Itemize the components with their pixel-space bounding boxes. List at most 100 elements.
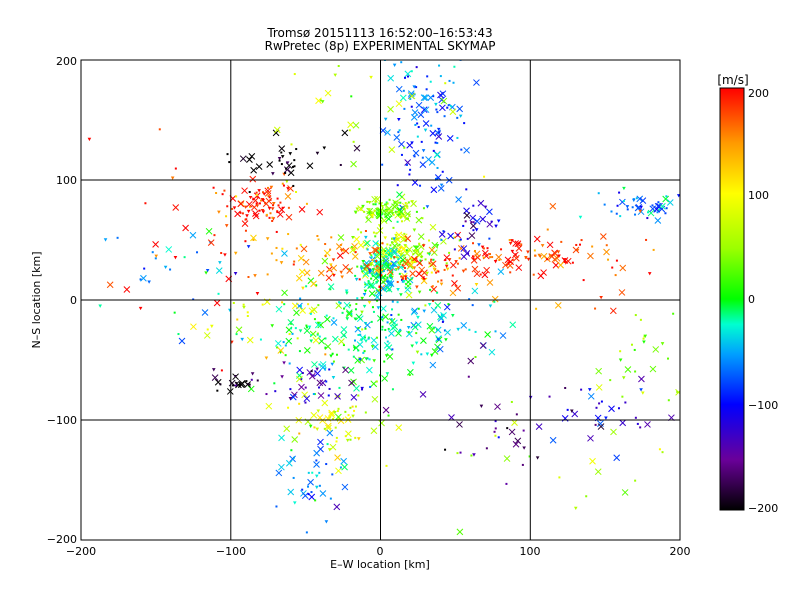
data-point-dot — [522, 429, 525, 432]
data-point-dot — [367, 280, 370, 283]
data-point-cross — [416, 259, 423, 267]
data-point-dot — [281, 206, 284, 209]
data-point-cross — [351, 253, 359, 260]
data-point-triangle — [355, 207, 360, 211]
data-point-triangle — [385, 372, 390, 376]
data-point-triangle — [218, 261, 222, 265]
data-point-cross — [235, 381, 242, 389]
data-point-triangle — [332, 273, 336, 278]
data-point-dot — [437, 270, 440, 273]
data-point-triangle — [309, 339, 314, 343]
data-point-dot — [426, 252, 429, 255]
data-point-cross — [514, 437, 522, 445]
data-point-cross — [386, 353, 394, 360]
data-point-cross — [278, 206, 286, 214]
data-point-dot — [271, 216, 274, 219]
data-point-dot — [376, 242, 379, 245]
data-point-dot — [361, 388, 364, 391]
data-point-triangle — [403, 275, 408, 279]
data-point-triangle — [255, 204, 260, 208]
data-point-cross — [473, 79, 480, 86]
data-point-cross — [291, 391, 298, 399]
data-point-dot — [277, 204, 280, 207]
data-point-triangle — [217, 210, 221, 214]
data-point-dot — [520, 243, 523, 246]
data-point-triangle — [329, 354, 333, 358]
data-point-triangle — [604, 416, 608, 420]
data-point-dot — [281, 182, 284, 185]
colorbar-tick-label: 100 — [748, 189, 769, 202]
data-point-cross — [291, 436, 299, 443]
data-point-cross — [422, 94, 429, 102]
data-point-triangle — [392, 237, 397, 241]
data-point-cross — [331, 335, 339, 343]
data-point-triangle — [376, 306, 381, 310]
data-point-dot — [381, 316, 384, 319]
data-point-dot — [364, 327, 367, 330]
data-point-dot — [431, 285, 434, 288]
data-point-triangle — [472, 453, 476, 457]
data-point-dot — [255, 202, 258, 205]
data-point-cross — [372, 247, 380, 254]
data-point-triangle — [271, 172, 275, 176]
data-point-cross — [608, 405, 615, 413]
data-point-dot — [324, 347, 327, 350]
data-point-dot — [406, 75, 409, 78]
data-point-dot — [325, 380, 328, 383]
data-point-dot — [354, 308, 357, 311]
data-point-triangle — [397, 117, 401, 122]
data-point-dot — [391, 271, 394, 274]
data-point-cross — [246, 336, 254, 344]
data-point-triangle — [367, 208, 371, 212]
data-point-dot — [425, 88, 428, 91]
data-point-cross — [463, 250, 471, 257]
data-point-dot — [440, 279, 443, 282]
data-point-dot — [270, 252, 273, 255]
data-point-dot — [444, 82, 447, 85]
data-point-dot — [615, 212, 618, 215]
data-point-triangle — [423, 128, 428, 132]
data-point-cross — [434, 326, 442, 334]
data-point-cross — [353, 385, 360, 392]
data-point-dot — [316, 332, 319, 335]
data-point-dot — [564, 386, 567, 389]
data-point-dot — [381, 163, 384, 166]
data-point-dot — [328, 269, 331, 272]
data-point-dot — [354, 251, 357, 254]
data-point-dot — [491, 256, 494, 259]
data-point-triangle — [447, 258, 452, 262]
data-point-dot — [432, 299, 435, 302]
data-point-triangle — [415, 285, 419, 289]
data-point-cross — [245, 200, 253, 208]
data-point-triangle — [436, 127, 441, 132]
data-point-cross — [388, 330, 395, 337]
data-point-cross — [297, 254, 305, 262]
data-point-cross — [440, 97, 448, 105]
data-point-dot — [401, 277, 404, 280]
data-point-cross — [426, 322, 434, 330]
data-point-dot — [268, 216, 271, 219]
data-point-dot — [351, 405, 354, 408]
data-point-dot — [403, 146, 406, 149]
data-point-cross — [429, 361, 437, 369]
data-point-triangle — [267, 206, 272, 211]
data-point-triangle — [422, 309, 427, 313]
data-point-cross — [396, 191, 403, 199]
data-point-dot — [350, 245, 353, 248]
data-point-dot — [357, 394, 360, 397]
data-point-dot — [288, 362, 291, 365]
data-point-triangle — [315, 485, 319, 490]
data-point-dot — [646, 217, 649, 220]
data-point-dot — [413, 155, 416, 158]
data-point-cross — [203, 332, 211, 339]
data-point-dot — [372, 231, 375, 234]
data-point-dot — [474, 355, 477, 358]
data-point-dot — [459, 451, 462, 454]
data-point-cross — [406, 330, 413, 338]
data-point-triangle — [173, 256, 178, 260]
data-point-triangle — [364, 235, 368, 240]
data-point-dot — [376, 299, 379, 302]
data-point-cross — [291, 302, 299, 310]
data-point-triangle — [396, 288, 400, 292]
data-point-dot — [383, 289, 386, 292]
